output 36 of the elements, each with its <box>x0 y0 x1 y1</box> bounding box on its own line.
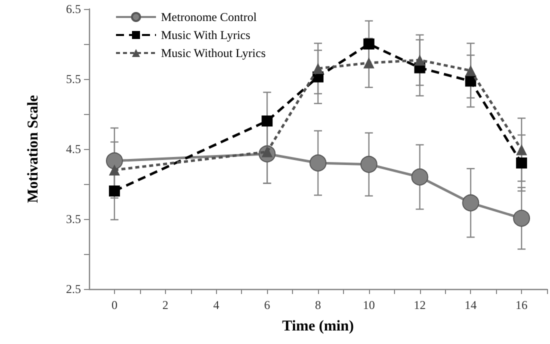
legend-label: Metronome Control <box>161 10 258 24</box>
point <box>108 164 120 176</box>
point <box>310 154 326 172</box>
point <box>363 38 374 50</box>
point <box>108 186 120 196</box>
y-tick-label: 5.5 <box>66 72 81 86</box>
x-tick-label: 12 <box>414 298 426 312</box>
x-tick-label: 16 <box>516 298 528 312</box>
x-tick-label: 14 <box>464 298 477 312</box>
y-tick-label: 2.5 <box>66 282 81 296</box>
point <box>414 54 426 66</box>
legend-label: Music Without Lyrics <box>161 46 266 60</box>
point <box>465 76 476 87</box>
x-tick-label: 2 <box>162 298 168 312</box>
point <box>462 194 480 212</box>
point <box>411 168 428 186</box>
legend-label: Music With Lyrics <box>161 28 251 42</box>
x-tick-label: 8 <box>315 298 321 312</box>
x-axis-title: Time (min) <box>282 318 354 334</box>
point <box>513 210 530 227</box>
point <box>465 65 476 76</box>
point <box>360 156 378 173</box>
point <box>516 144 528 156</box>
point <box>363 57 374 68</box>
point <box>516 158 528 168</box>
y-axis-title: Motivation Scale <box>26 94 42 203</box>
point <box>262 116 273 126</box>
x-tick-label: 4 <box>213 298 220 312</box>
y-tick-label: 3.5 <box>66 212 81 226</box>
x-tick-label: 6 <box>264 298 270 312</box>
y-tick-label: 4.5 <box>66 142 81 156</box>
point <box>312 63 324 74</box>
x-tick-label: 0 <box>111 298 118 312</box>
point <box>106 152 123 170</box>
y-tick-label: 6.5 <box>66 2 81 16</box>
x-tick-label: 10 <box>362 298 375 312</box>
